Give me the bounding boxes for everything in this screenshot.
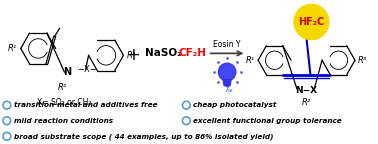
Text: transition-metal and additives free: transition-metal and additives free	[14, 102, 157, 108]
Circle shape	[183, 101, 190, 109]
Circle shape	[3, 117, 11, 125]
Text: R¹: R¹	[8, 44, 17, 53]
Circle shape	[294, 4, 329, 40]
Text: broad substrate scope ( 44 examples, up to 86% isolated yield): broad substrate scope ( 44 examples, up …	[14, 133, 273, 140]
Circle shape	[3, 132, 11, 140]
Text: X= SO₂ or CH₂: X= SO₂ or CH₂	[37, 98, 91, 107]
Text: CF₂H: CF₂H	[179, 48, 207, 58]
Text: R²: R²	[302, 98, 311, 107]
Circle shape	[3, 101, 11, 109]
Circle shape	[183, 117, 190, 125]
Text: HF₂C: HF₂C	[298, 17, 324, 27]
Text: excellent functional group tolerance: excellent functional group tolerance	[193, 118, 342, 124]
Text: +: +	[126, 46, 140, 64]
Text: R¹: R¹	[246, 56, 255, 65]
Text: R²: R²	[58, 83, 67, 92]
Circle shape	[218, 63, 236, 81]
Polygon shape	[223, 80, 231, 86]
Text: −X−: −X−	[77, 65, 97, 74]
Text: N−X: N−X	[296, 86, 318, 95]
Text: Eosin Y: Eosin Y	[213, 40, 241, 49]
Text: hν: hν	[225, 88, 233, 93]
Text: mild reaction conditions: mild reaction conditions	[14, 118, 113, 124]
Text: cheap photocatalyst: cheap photocatalyst	[193, 102, 276, 108]
Text: N: N	[63, 67, 71, 77]
Text: NaSO₂: NaSO₂	[145, 48, 181, 58]
Text: R³: R³	[358, 56, 367, 65]
Text: R³: R³	[126, 51, 136, 60]
